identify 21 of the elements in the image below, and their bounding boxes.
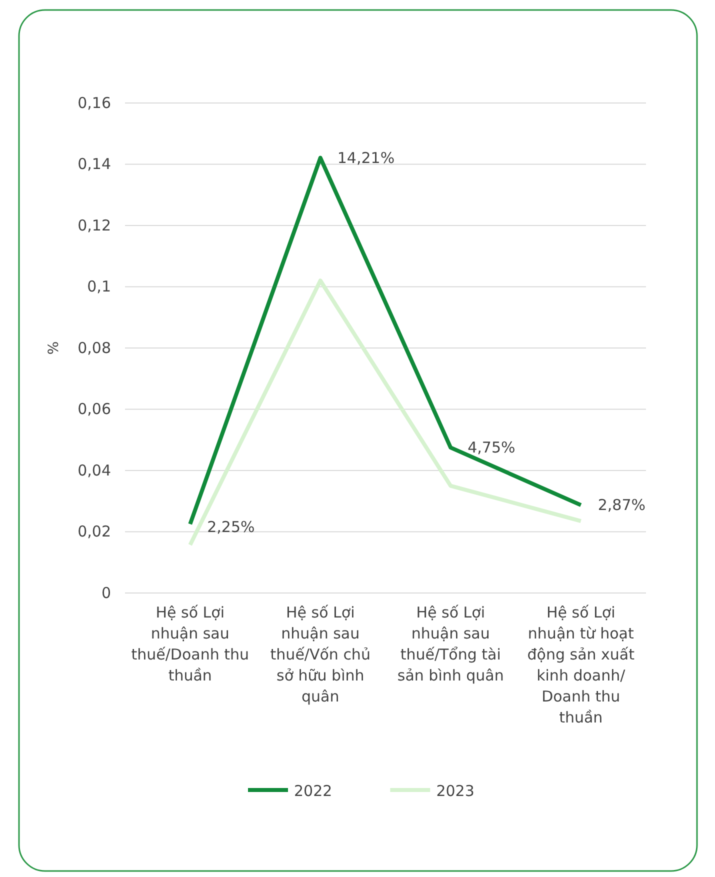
data-label: 2,87% — [598, 496, 646, 514]
y-axis-title: % — [46, 341, 62, 355]
y-tick-label: 0 — [101, 584, 111, 602]
legend-label: 2022 — [294, 782, 332, 800]
x-tick-label: Hệ số Lợi nhuận sau thuế/Doanh thu thuần — [131, 604, 250, 685]
y-tick-label: 0,1 — [87, 278, 111, 296]
y-tick-label: 0,04 — [78, 461, 111, 480]
y-tick-label: 0,02 — [78, 522, 111, 541]
data-label: 14,21% — [337, 148, 395, 167]
y-tick-label: 0,06 — [78, 400, 111, 418]
line-series — [188, 278, 583, 547]
data-label: 4,75% — [468, 438, 516, 457]
x-tick-label: Hệ số Lợi nhuận sau thuế/Vốn chủ sở hữu bình quân — [270, 604, 370, 706]
x-tick-label: Hệ số Lợi nhuận từ hoạt động sản xuất kinh doanh/ Doanh thu thuần — [527, 604, 635, 727]
y-tick-label: 0,16 — [78, 94, 111, 112]
y-tick-label: 0,14 — [78, 155, 111, 174]
x-tick-label: Hệ số Lợi nhuận sau thuế/Tổng tài sản bình quân — [397, 604, 504, 685]
y-tick-label: 0,12 — [78, 216, 111, 234]
data-label: 2,25% — [207, 518, 255, 536]
y-tick-label: 0,08 — [78, 338, 111, 357]
legend-label: 2023 — [436, 782, 474, 800]
